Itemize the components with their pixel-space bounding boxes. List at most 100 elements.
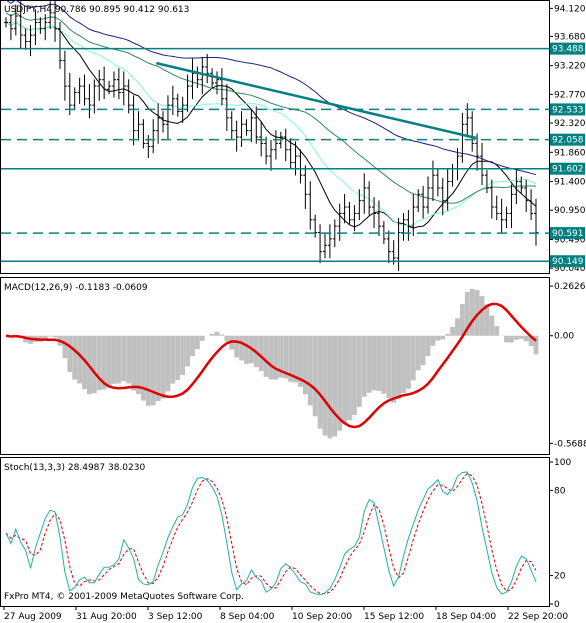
macd-histogram-bar (126, 335, 132, 384)
x-tick-label: 15 Sep 12:00 (364, 612, 424, 622)
macd-histogram-bar (420, 335, 426, 366)
stoch-tick-label: 0 (554, 600, 560, 610)
x-tick-label: 8 Sep 04:00 (220, 612, 275, 622)
macd-histogram-bar (440, 335, 446, 340)
macd-histogram-bar (293, 335, 298, 383)
macd-histogram-bar (268, 335, 274, 380)
macd-histogram-bar (263, 335, 269, 377)
macd-histogram-bar (96, 335, 102, 391)
macd-histogram-bar (430, 335, 436, 346)
macd-histogram-bar (312, 335, 318, 417)
macd-histogram-bar (342, 335, 348, 424)
macd-histogram-bar (528, 335, 534, 347)
macd-histogram-bar (209, 333, 215, 336)
price-tick-label: 94.120 (554, 4, 586, 14)
macd-histogram-bar (523, 335, 529, 342)
stoch-layer (5, 471, 537, 596)
macd-histogram-bar (131, 335, 136, 391)
macd-histogram-bar (459, 304, 465, 336)
macd-histogram-bar (52, 335, 58, 338)
macd-tick-label: -0.5688 (554, 439, 586, 449)
macd-histogram-bar (445, 334, 451, 336)
macd-histogram-bar (239, 335, 244, 361)
axis-layer: 94.120 93.680 93.220 92.770 92.320 91.860 91.4… (3, 4, 586, 622)
trendline (156, 61, 478, 140)
price-tick-label: 93.220 (554, 62, 586, 72)
macd-histogram-bar (371, 335, 377, 391)
x-tick-label: 10 Sep 20:00 (292, 612, 352, 622)
macd-histogram-bar (401, 335, 406, 393)
macd-histogram-bar (47, 335, 53, 337)
macd-histogram-bar (391, 335, 397, 403)
macd-histogram-bar (327, 335, 333, 439)
macd-histogram-bar (62, 335, 68, 359)
ma-aqua-line (5, 21, 537, 227)
macd-histogram-bar (352, 335, 357, 415)
macd-histogram-bar (77, 335, 83, 384)
macd-histogram-bar (518, 335, 524, 339)
macd-histogram-bar (361, 335, 367, 397)
macd-histogram-bar (494, 326, 500, 336)
macd-histogram-bar (298, 335, 303, 387)
macd-histogram-bar (469, 288, 475, 336)
macd-histogram-bar (489, 315, 495, 336)
level-label: 93.488 (552, 45, 584, 55)
macd-histogram-bar (101, 335, 107, 390)
level-tag (550, 103, 585, 116)
price-tick-label: 90.950 (554, 206, 586, 216)
macd-histogram-bar (317, 335, 323, 429)
price-tick-label: 91.860 (554, 148, 586, 158)
macd-histogram-bar (455, 318, 460, 336)
macd-histogram-bar (165, 335, 171, 392)
macd-histogram-bar (474, 290, 480, 336)
macd-histogram-bar (347, 335, 352, 421)
macd-histogram-bar (224, 335, 230, 342)
x-tick-label: 27 Aug 2009 (4, 612, 62, 622)
macd-histogram-bar (376, 335, 382, 391)
stoch-tick-label: 20 (554, 572, 566, 582)
macd-histogram-bar (302, 335, 308, 395)
stoch-main-line (5, 471, 537, 596)
level-tag (550, 42, 585, 55)
macd-histogram-bar (513, 335, 519, 340)
stoch-tick-label: 80 (554, 486, 566, 496)
macd-histogram-bar (356, 335, 362, 407)
price-tick-label: 92.770 (554, 90, 586, 100)
macd-histogram-bar (175, 335, 181, 380)
macd-histogram-bar (244, 335, 249, 364)
macd-histogram-bar (435, 335, 441, 341)
ma-slow-line (5, 0, 537, 176)
macd-histogram-bar (504, 335, 509, 343)
macd-histogram-bar (332, 335, 338, 437)
macd-histogram-bar (396, 335, 401, 400)
macd-histogram-bar (450, 326, 455, 336)
macd-histogram-bar (307, 335, 313, 406)
macd-histogram-bar (180, 335, 186, 376)
macd-histogram-bar (91, 335, 97, 394)
macd-histogram-bar (386, 335, 392, 399)
macd-histogram-bar (214, 331, 220, 336)
macd-histogram-bar (258, 335, 264, 372)
level-tag (550, 255, 585, 268)
price-tick-label: 93.680 (554, 32, 586, 42)
macd-histogram-bar (106, 335, 112, 388)
level-tag (550, 162, 585, 175)
macd-histogram-bar (337, 335, 343, 431)
macd-histogram-bar (111, 335, 117, 384)
macd-histogram-bar (415, 335, 421, 371)
macd-histogram-bar (322, 335, 328, 436)
macd-histogram-bar (219, 334, 225, 336)
macd-histogram-bar (533, 335, 539, 355)
macd-histogram-bar (234, 335, 240, 358)
macd-histogram-bar (42, 335, 48, 341)
level-tag (550, 133, 585, 146)
macd-histogram-bar (67, 335, 73, 373)
macd-histogram-bar (141, 335, 146, 401)
x-tick-label: 22 Sep 20:00 (508, 612, 568, 622)
macd-histogram-bar (82, 335, 87, 389)
macd-histogram-bar (366, 335, 372, 393)
macd-histogram-bar (185, 335, 190, 367)
level-tag (550, 227, 585, 240)
macd-histogram-bar (509, 335, 514, 343)
